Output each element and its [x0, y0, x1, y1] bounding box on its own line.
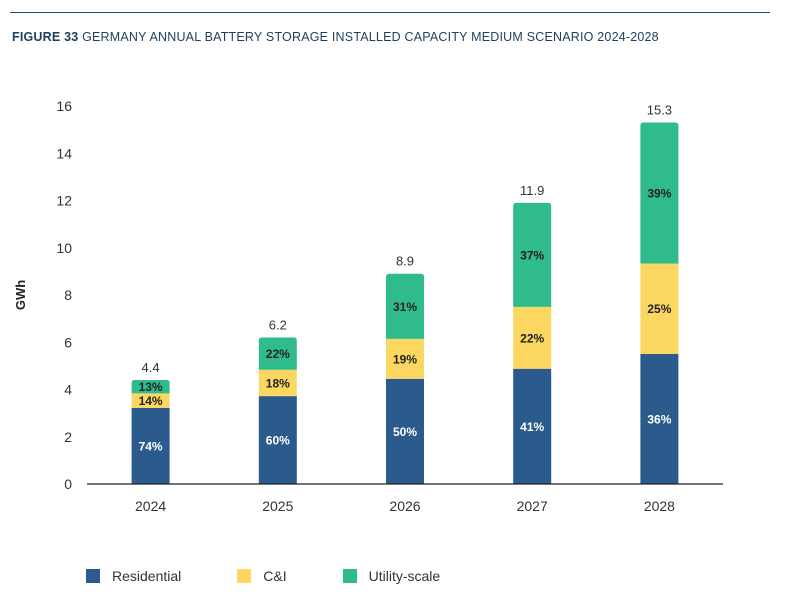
segment-label: 74%: [139, 439, 163, 453]
bar-segment-ci: [513, 306, 552, 369]
x-tick-label: 2025: [262, 498, 293, 514]
bar-segment-residential: [386, 378, 424, 484]
x-axis: 2024 2025 2026 2027 2028: [87, 483, 723, 514]
bar-segment-residential: [640, 353, 679, 484]
segment-label: 39%: [647, 187, 671, 201]
bar-segment-ci: [258, 369, 297, 397]
bar-segment-utility: [258, 337, 297, 370]
y-axis: 0 2 4 6 8 10 12 14 16: [56, 98, 72, 492]
segment-label: 14%: [139, 394, 163, 408]
legend-item-residential: Residential: [86, 568, 181, 584]
x-tick-label: 2026: [389, 498, 420, 514]
figure-title: FIGURE 33 GERMANY ANNUAL BATTERY STORAGE…: [12, 30, 659, 44]
bar-segment-utility: [640, 122, 679, 264]
segment-label: 18%: [266, 376, 290, 390]
segment-label: 25%: [647, 302, 671, 316]
stacked-bar-chart: 0 2 4 6 8 10 12 14 16 GWh 74% 14%13% 4.4 60% 18% 22% 6…: [13, 98, 723, 514]
y-tick-label: 4: [64, 382, 72, 398]
y-tick-label: 10: [56, 240, 72, 256]
figure-number: FIGURE 33: [12, 30, 79, 44]
y-axis-label: GWh: [13, 280, 28, 310]
segment-label: 41%: [520, 420, 544, 434]
y-tick-label: 8: [64, 287, 72, 303]
x-tick-label: 2027: [517, 498, 548, 514]
legend-label-ci: C&I: [263, 568, 287, 584]
segment-label: 50%: [393, 425, 417, 439]
bars-group: 74% 14%13% 4.4 60% 18% 22% 6.2 50% 19% 31% 8.9 41% 2…: [131, 103, 679, 484]
x-tick-label: 2028: [644, 498, 675, 514]
legend-item-ci: C&I: [237, 568, 287, 584]
legend-label-utility: Utility-scale: [368, 568, 441, 584]
bar-segment-ci: [640, 263, 679, 354]
y-tick-label: 0: [64, 476, 72, 492]
bar-segment-utility: [386, 273, 424, 339]
bar-segment-residential: [513, 368, 552, 484]
y-tick-label: 14: [56, 145, 72, 161]
segment-label: 36%: [647, 412, 671, 426]
bar-segment-utility: [513, 202, 552, 307]
legend: Residential C&I Utility-scale: [86, 568, 440, 584]
legend-item-utility: Utility-scale: [342, 568, 441, 584]
segment-label: 22%: [520, 331, 544, 345]
segment-label: 22%: [266, 347, 290, 361]
x-tick-label: 2024: [135, 498, 166, 514]
bar-segment-residential: [131, 407, 170, 484]
bar-segment-ci: [386, 338, 424, 379]
y-tick-label: 16: [56, 98, 72, 114]
bar-segment-ci: [131, 393, 170, 408]
bar-total-label: 4.4: [142, 360, 160, 375]
segment-label: 13%: [139, 380, 163, 394]
segment-label: 31%: [393, 300, 417, 314]
legend-swatch-ci: [237, 569, 252, 583]
bar-total-label: 11.9: [520, 183, 544, 198]
bar-segment-residential: [258, 396, 297, 484]
y-tick-label: 2: [64, 429, 72, 445]
segment-label: 37%: [520, 248, 544, 262]
top-rule: [10, 12, 770, 13]
segment-label: 19%: [393, 352, 417, 366]
bar-segment-utility: [131, 380, 170, 394]
legend-swatch-residential: [86, 569, 100, 583]
bar-total-label: 8.9: [396, 254, 414, 269]
figure-title-text: GERMANY ANNUAL BATTERY STORAGE INSTALLED…: [82, 30, 659, 44]
y-tick-label: 6: [64, 334, 72, 350]
legend-label-residential: Residential: [112, 568, 182, 584]
bar-total-label: 15.3: [647, 103, 672, 118]
y-tick-label: 12: [56, 193, 72, 209]
bar-total-label: 6.2: [269, 318, 287, 333]
legend-swatch-utility: [342, 569, 357, 583]
segment-label: 60%: [266, 434, 290, 448]
